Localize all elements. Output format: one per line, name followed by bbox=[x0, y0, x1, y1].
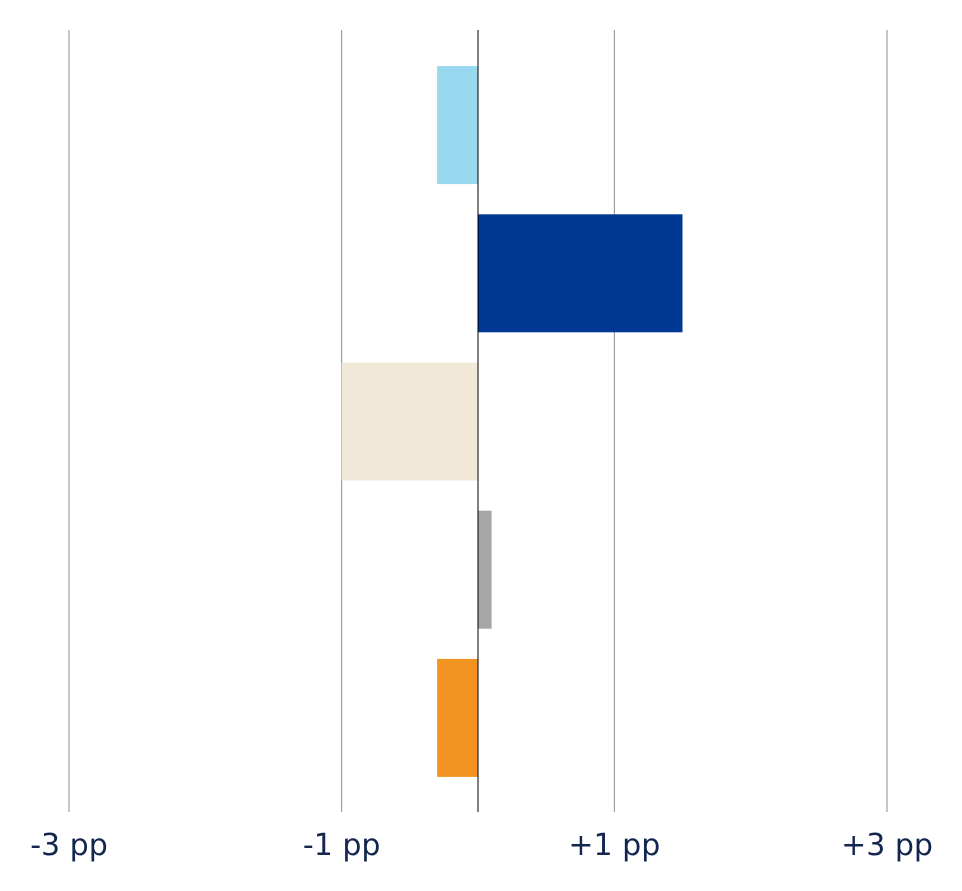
x-tick-label: -1 pp bbox=[303, 828, 381, 863]
bar bbox=[478, 510, 492, 629]
bar bbox=[478, 214, 683, 333]
x-tick-label: +3 pp bbox=[841, 828, 933, 863]
x-tick-label: +1 pp bbox=[568, 828, 660, 863]
bar bbox=[437, 66, 478, 185]
x-tick-label: -3 pp bbox=[30, 828, 108, 863]
bar bbox=[437, 658, 478, 777]
bar bbox=[341, 362, 478, 481]
